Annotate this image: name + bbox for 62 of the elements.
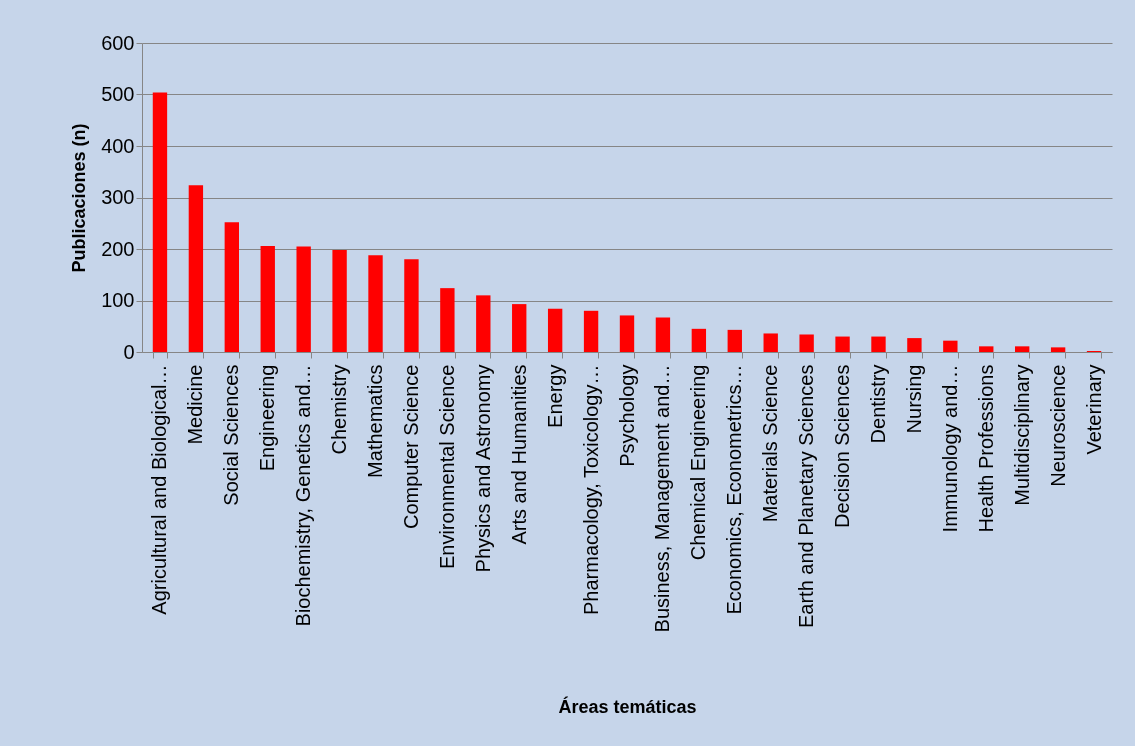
x-axis-title: Áreas temáticas xyxy=(558,695,697,717)
bar xyxy=(835,336,850,352)
bar xyxy=(943,340,958,352)
x-tick-label: Chemistry xyxy=(328,364,351,455)
x-tick-label: Energy xyxy=(543,364,566,428)
x-tick-label: Earth and Planetary Sciences xyxy=(795,364,818,628)
x-tick-label: Pharmacology, Toxicology… xyxy=(579,364,602,615)
bar xyxy=(296,246,311,352)
x-tick-label: Psychology xyxy=(615,364,638,467)
x-tick-label: Agricultural and Biological… xyxy=(148,364,171,615)
x-tick-label: Physics and Astronomy xyxy=(471,364,494,573)
y-axis-title: Publicaciones (n) xyxy=(69,123,90,273)
bar xyxy=(440,288,455,352)
x-tick-label: Decision Sciences xyxy=(831,364,854,528)
x-tick-label: Neuroscience xyxy=(1046,364,1069,487)
bar xyxy=(260,245,275,352)
y-tick-label: 400 xyxy=(101,134,135,157)
x-tick-label: Nursing xyxy=(902,364,925,434)
x-tick-label: Social Sciences xyxy=(220,364,243,506)
bar xyxy=(979,346,994,352)
bar xyxy=(512,304,527,352)
bar xyxy=(404,259,419,352)
y-tick-label: 300 xyxy=(101,186,135,208)
x-tick-label: Environmental Science xyxy=(435,364,458,570)
x-tick-label: Chemical Engineering xyxy=(687,364,710,561)
bar xyxy=(691,328,707,352)
x-tick-label: Mathematics xyxy=(364,364,387,478)
y-tick-label: 600 xyxy=(101,31,135,54)
x-tick-label: Business, Management and… xyxy=(651,364,674,633)
bar xyxy=(1050,347,1066,352)
bar xyxy=(655,317,671,352)
bar xyxy=(476,295,491,352)
y-tick-label: 200 xyxy=(101,237,135,260)
x-tick-label: Economics, Econometrics… xyxy=(723,364,746,615)
bar xyxy=(332,250,347,352)
bar xyxy=(619,315,635,352)
bar xyxy=(907,338,922,352)
x-tick-label: Medicine xyxy=(184,364,207,445)
bar xyxy=(871,336,886,352)
bar xyxy=(188,185,204,352)
bar xyxy=(368,255,383,352)
x-tick-label: Computer Science xyxy=(399,364,422,530)
y-tick-label: 500 xyxy=(101,83,135,105)
x-tick-label: Materials Science xyxy=(759,364,782,523)
bar xyxy=(1015,346,1030,352)
x-tick-label: Dentistry xyxy=(866,364,889,444)
x-tick-label: Immunology and… xyxy=(938,364,961,533)
x-tick-label: Arts and Humanities xyxy=(507,364,530,545)
y-tick-label: 100 xyxy=(101,289,135,311)
bar xyxy=(727,329,742,352)
x-tick-label: Multidisciplinary xyxy=(1010,364,1033,506)
bar xyxy=(224,222,239,352)
bar xyxy=(547,308,563,352)
bar xyxy=(152,92,168,352)
x-tick-label: Biochemistry, Genetics and… xyxy=(292,364,315,627)
bar xyxy=(763,333,778,352)
x-tick-label: Engineering xyxy=(256,364,279,472)
x-tick-label: Veterinary xyxy=(1082,364,1105,455)
bar xyxy=(583,310,599,352)
bar xyxy=(799,334,814,352)
x-tick-label: Health Professions xyxy=(974,364,997,533)
y-tick-label: 0 xyxy=(123,340,135,363)
